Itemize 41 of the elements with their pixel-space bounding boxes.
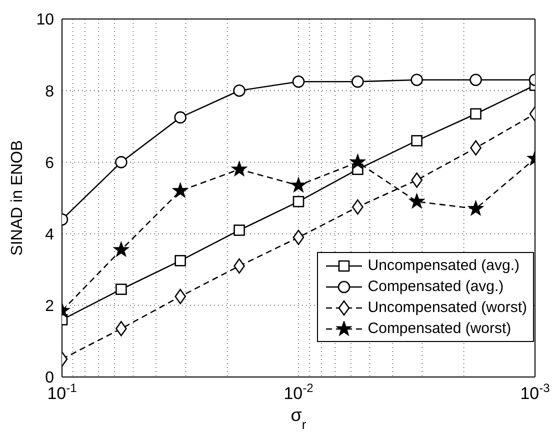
y-axis-title: SINAD in ENOB xyxy=(9,140,26,256)
x-axis-title: σ$_{r}$ xyxy=(290,405,307,432)
point xyxy=(116,284,127,295)
point xyxy=(174,288,186,304)
x-tick-label: 10$^{-3}$ xyxy=(520,381,550,403)
point xyxy=(411,135,422,146)
legend-label: Compensated (worst) xyxy=(368,320,512,337)
point xyxy=(292,196,304,208)
point xyxy=(352,76,364,88)
point xyxy=(173,183,188,198)
point xyxy=(470,108,482,120)
legend-label: Compensated (avg.) xyxy=(368,278,504,295)
point xyxy=(232,162,247,176)
point xyxy=(234,258,245,274)
point xyxy=(116,321,127,336)
point xyxy=(292,76,305,88)
y-tick-label: 4 xyxy=(45,226,54,244)
point xyxy=(470,140,482,156)
point xyxy=(114,242,128,256)
x-tick-label: 10$^{-2}$ xyxy=(284,381,314,403)
point xyxy=(352,199,364,215)
point xyxy=(174,255,186,266)
point xyxy=(291,178,306,192)
y-tick-label: 0 xyxy=(45,370,54,387)
y-tick-label: 10 xyxy=(36,12,54,29)
point xyxy=(292,230,304,246)
point xyxy=(233,84,246,97)
point xyxy=(468,201,484,216)
y-tick-label: 8 xyxy=(45,83,54,100)
point xyxy=(174,111,186,124)
point xyxy=(410,74,423,86)
point xyxy=(115,156,128,168)
legend-label: Uncompensated (worst) xyxy=(368,299,527,316)
y-tick-label: 6 xyxy=(45,154,54,172)
point xyxy=(470,74,482,86)
point xyxy=(410,194,424,208)
point xyxy=(350,154,365,169)
legend-label: Uncompensated (avg.) xyxy=(368,257,520,274)
y-tick-label: 2 xyxy=(45,298,54,316)
point xyxy=(234,224,245,236)
point xyxy=(411,172,422,188)
